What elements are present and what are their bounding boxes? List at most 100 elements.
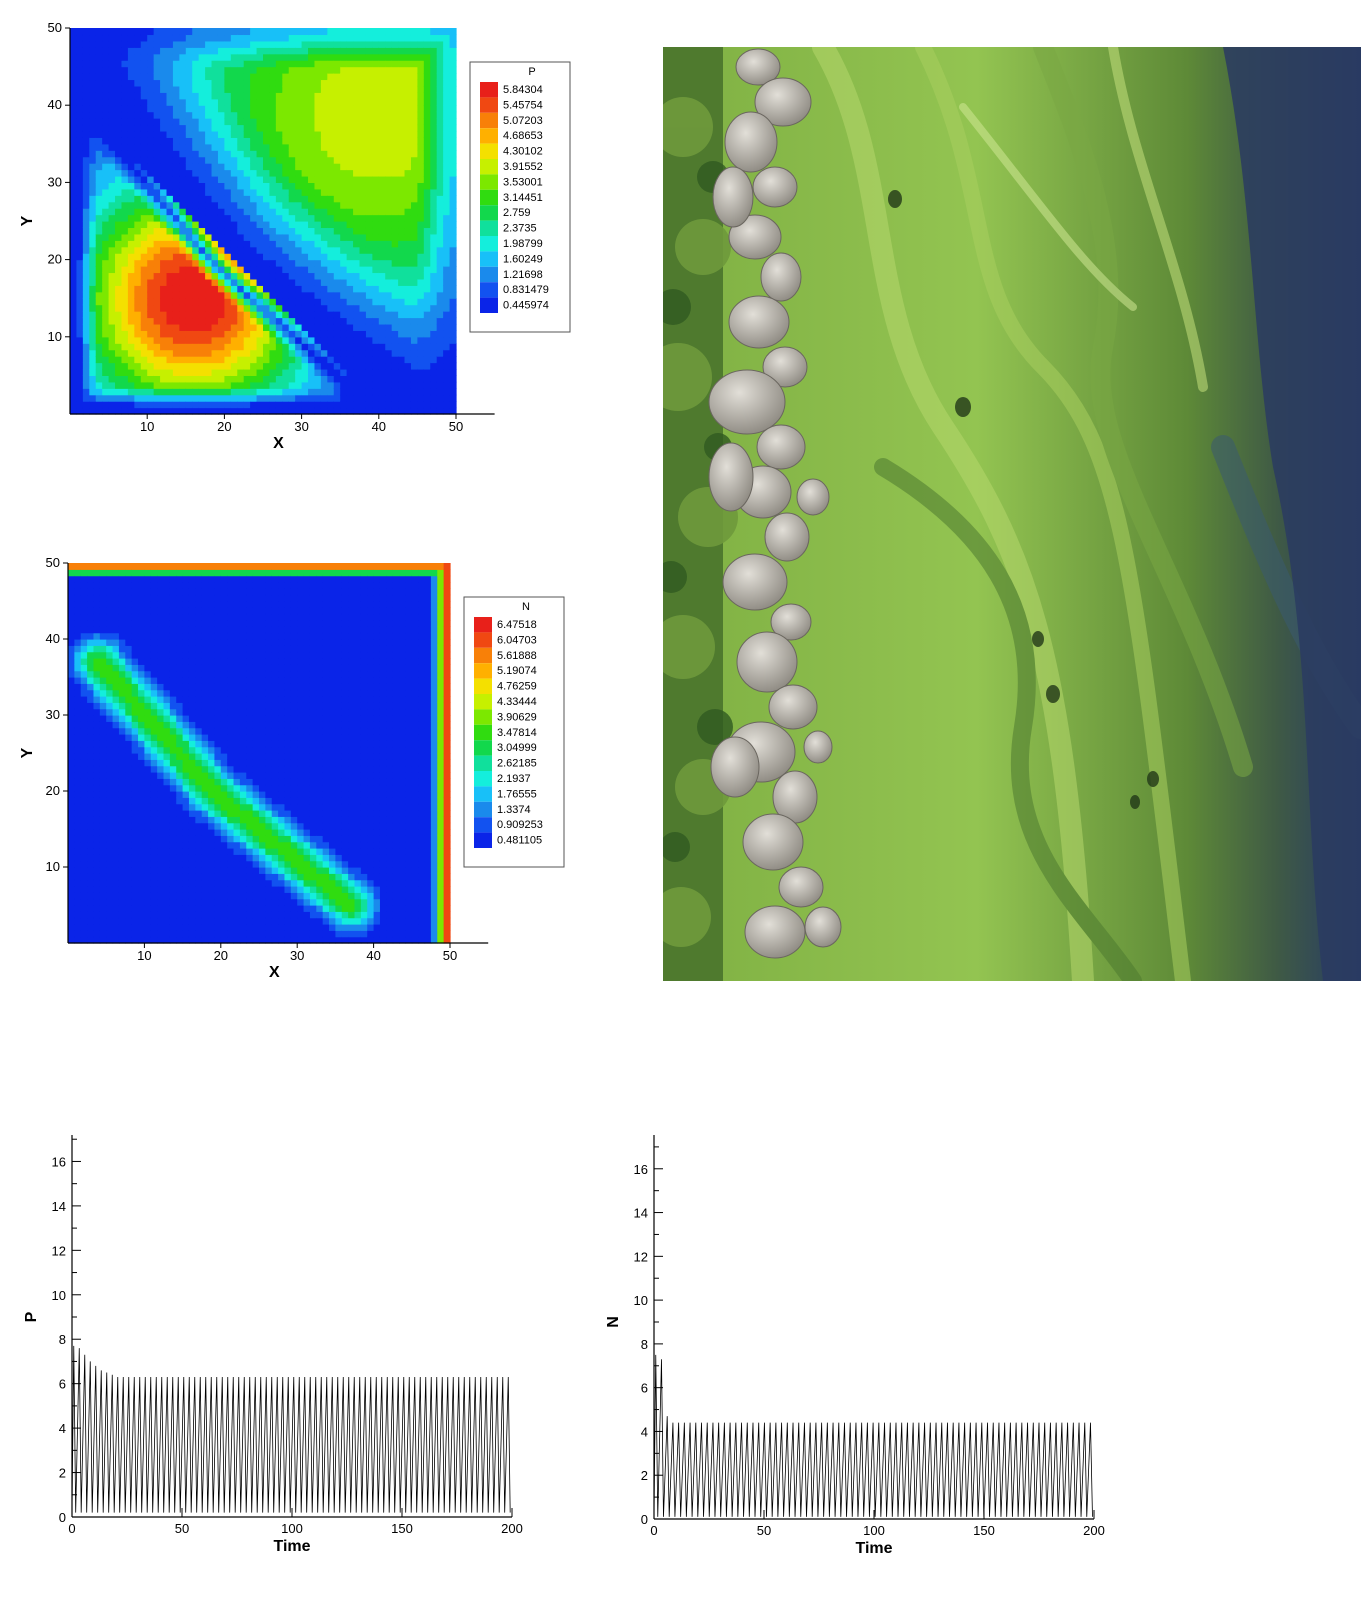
heatmap-cell bbox=[437, 182, 444, 189]
heatmap-cell bbox=[154, 157, 161, 164]
heatmap-cell bbox=[183, 867, 190, 874]
heatmap-cell bbox=[195, 905, 202, 912]
heatmap-cell bbox=[70, 343, 77, 350]
heatmap-cell bbox=[398, 279, 405, 286]
heatmap-cell bbox=[128, 227, 135, 234]
heatmap-cell bbox=[437, 260, 444, 267]
heatmap-cell bbox=[113, 740, 120, 747]
heatmap-cell bbox=[360, 318, 367, 325]
heatmap-cell bbox=[141, 292, 148, 299]
heatmap-cell bbox=[93, 569, 100, 576]
heatmap-cell bbox=[417, 41, 424, 48]
heatmap-cell bbox=[417, 60, 424, 67]
heatmap-cell bbox=[450, 202, 457, 209]
heatmap-cell bbox=[282, 189, 289, 196]
heatmap-cell bbox=[218, 137, 225, 144]
heatmap-cell bbox=[212, 260, 219, 267]
heatmap-cell bbox=[405, 202, 412, 209]
heatmap-cell bbox=[128, 41, 135, 48]
heatmap-cell bbox=[102, 221, 109, 228]
heatmap-cell bbox=[183, 620, 190, 627]
heatmap-cell bbox=[295, 234, 302, 241]
heatmap-cell bbox=[302, 47, 309, 54]
heatmap-cell bbox=[87, 892, 94, 899]
heatmap-cell bbox=[167, 337, 174, 344]
heatmap-cell bbox=[379, 86, 386, 93]
heatmap-cell bbox=[83, 99, 90, 106]
heatmap-cell bbox=[87, 766, 94, 773]
heatmap-cell bbox=[157, 930, 164, 937]
heatmap-cell bbox=[224, 382, 231, 389]
heatmap-cell bbox=[405, 382, 412, 389]
heatmap-cell bbox=[173, 41, 180, 48]
heatmap-cell bbox=[289, 356, 296, 363]
heatmap-cell bbox=[183, 734, 190, 741]
heatmap-cell bbox=[443, 330, 450, 337]
heatmap-cell bbox=[237, 150, 244, 157]
heatmap-cell bbox=[302, 157, 309, 164]
heatmap-cell bbox=[102, 189, 109, 196]
heatmap-cell bbox=[327, 54, 334, 61]
heatmap-cell bbox=[151, 633, 158, 640]
heatmap-cell bbox=[360, 86, 367, 93]
heatmap-cell bbox=[360, 137, 367, 144]
heatmap-cell bbox=[74, 791, 81, 798]
heatmap-cell bbox=[189, 873, 196, 880]
heatmap-cell bbox=[334, 363, 341, 370]
heatmap-cell bbox=[186, 170, 193, 177]
heatmap-cell bbox=[205, 86, 212, 93]
heatmap-cell bbox=[437, 137, 444, 144]
heatmap-cell bbox=[115, 170, 122, 177]
heatmap-cell bbox=[295, 337, 302, 344]
heatmap-cell bbox=[353, 182, 360, 189]
heatmap-cell bbox=[276, 240, 283, 247]
heatmap-cell bbox=[128, 324, 135, 331]
heatmap-cell bbox=[450, 163, 457, 170]
heatmap-cell bbox=[106, 601, 113, 608]
heatmap-cell bbox=[76, 356, 83, 363]
heatmap-cell bbox=[125, 569, 132, 576]
heatmap-cell bbox=[244, 305, 251, 312]
heatmap-cell bbox=[96, 105, 103, 112]
heatmap-cell bbox=[276, 260, 283, 267]
heatmap-cell bbox=[334, 125, 341, 132]
heatmap-cell bbox=[398, 73, 405, 80]
heatmap-cell bbox=[141, 86, 148, 93]
heatmap-cell bbox=[360, 337, 367, 344]
heatmap-cell bbox=[218, 356, 225, 363]
heatmap-cell bbox=[392, 182, 399, 189]
heatmap-cell bbox=[89, 369, 96, 376]
heatmap-cell bbox=[102, 176, 109, 183]
heatmap-cell bbox=[263, 202, 270, 209]
heatmap-cell bbox=[353, 79, 360, 86]
heatmap-cell bbox=[192, 34, 199, 41]
heatmap-cell bbox=[132, 607, 139, 614]
heatmap-cell bbox=[157, 601, 164, 608]
heatmap-cell bbox=[443, 318, 450, 325]
heatmap-cell bbox=[113, 816, 120, 823]
heatmap-cell bbox=[164, 740, 171, 747]
heatmap-cell bbox=[205, 324, 212, 331]
heatmap-cell bbox=[74, 778, 81, 785]
heatmap-cell bbox=[83, 182, 90, 189]
heatmap-cell bbox=[353, 234, 360, 241]
heatmap-cell bbox=[218, 215, 225, 222]
heatmap-cell bbox=[192, 305, 199, 312]
heatmap-cell bbox=[282, 363, 289, 370]
heatmap-cell bbox=[76, 311, 83, 318]
heatmap-cell bbox=[160, 92, 167, 99]
heatmap-cell bbox=[430, 388, 437, 395]
heatmap-cell bbox=[257, 99, 264, 106]
heatmap-cell bbox=[366, 285, 373, 292]
heatmap-cell bbox=[437, 118, 444, 125]
heatmap-cell bbox=[205, 34, 212, 41]
heatmap-cell bbox=[109, 272, 116, 279]
heatmap-cell bbox=[360, 388, 367, 395]
heatmap-cell bbox=[392, 131, 399, 138]
heatmap-cell bbox=[106, 861, 113, 868]
heatmap-cell bbox=[102, 47, 109, 54]
heatmap-cell bbox=[379, 118, 386, 125]
heatmap-cell bbox=[237, 118, 244, 125]
heatmap-cell bbox=[263, 34, 270, 41]
heatmap-cell bbox=[424, 86, 431, 93]
